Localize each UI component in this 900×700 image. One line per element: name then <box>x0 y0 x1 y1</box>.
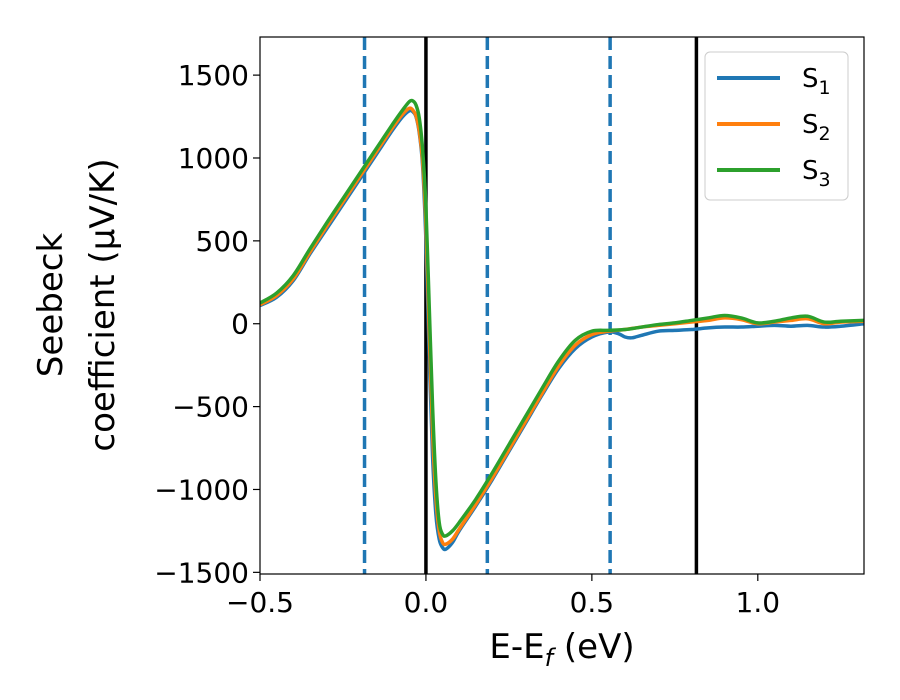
x-tick-label: −0.5 <box>226 586 294 619</box>
y-tick-label: −1000 <box>154 473 249 506</box>
plot-frame <box>259 36 865 575</box>
y-axis-label: Seebeck coefficient (μV/K) <box>31 158 123 451</box>
y-axis-label-line1: Seebeck <box>31 233 71 378</box>
y-tick-label: 0 <box>231 308 249 341</box>
y-tick-label: 500 <box>196 225 249 258</box>
y-tick-label: −500 <box>172 391 249 424</box>
y-tick-label: 1500 <box>178 59 249 92</box>
x-axis-label: E-Ef (eV) <box>489 627 634 672</box>
y-axis-ticks: −1500 −1000 −500 0 500 1000 1500 <box>154 59 260 589</box>
series-lines <box>260 98 864 552</box>
y-tick-label: 1000 <box>178 142 249 175</box>
legend-label-1: S1 <box>802 64 831 99</box>
series-line-2 <box>260 106 864 547</box>
x-tick-label: 1.0 <box>736 586 781 619</box>
series-line-3 <box>260 98 864 538</box>
y-tick-label: −1500 <box>154 556 249 589</box>
legend: S1 S2 S3 <box>704 51 849 201</box>
reference-lines <box>362 37 699 574</box>
legend-label-3: S3 <box>802 156 831 191</box>
x-axis-ticks: −0.5 0.0 0.5 1.0 <box>226 574 780 619</box>
x-tick-label: 0.5 <box>570 586 615 619</box>
x-tick-label: 0.0 <box>404 586 449 619</box>
legend-label-2: S2 <box>802 110 831 145</box>
y-axis-label-line2: coefficient (μV/K) <box>83 158 123 451</box>
